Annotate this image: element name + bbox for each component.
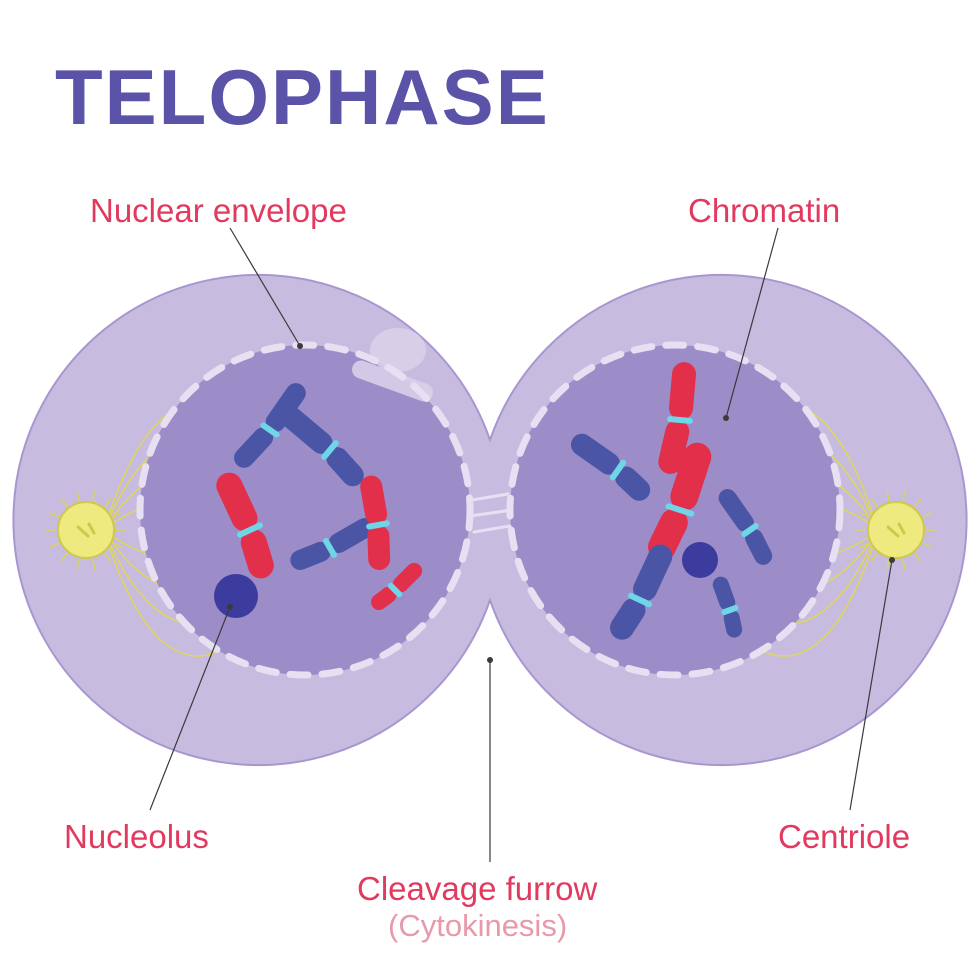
leader-dot-nuclear-envelope	[297, 343, 303, 349]
nucleolus-left	[214, 574, 258, 618]
label-cleavage: Cleavage furrow	[357, 870, 597, 908]
label-nuclear-envelope: Nuclear envelope	[90, 192, 347, 230]
label-cleavage-sub: (Cytokinesis)	[388, 908, 567, 944]
nucleolus-right	[682, 542, 718, 578]
leader-dot-chromatin	[723, 415, 729, 421]
leader-dot-nucleolus	[227, 604, 233, 610]
diagram-stage: TELOPHASE Nuclear envelope Chromatin Nucle…	[0, 0, 980, 980]
label-centriole: Centriole	[778, 818, 910, 856]
label-nucleolus: Nucleolus	[64, 818, 209, 856]
highlight-icon	[370, 328, 426, 372]
label-chromatin: Chromatin	[688, 192, 840, 230]
page-title: TELOPHASE	[55, 52, 550, 143]
leader-dot-cleavage	[487, 657, 493, 663]
leader-dot-centriole	[889, 557, 895, 563]
